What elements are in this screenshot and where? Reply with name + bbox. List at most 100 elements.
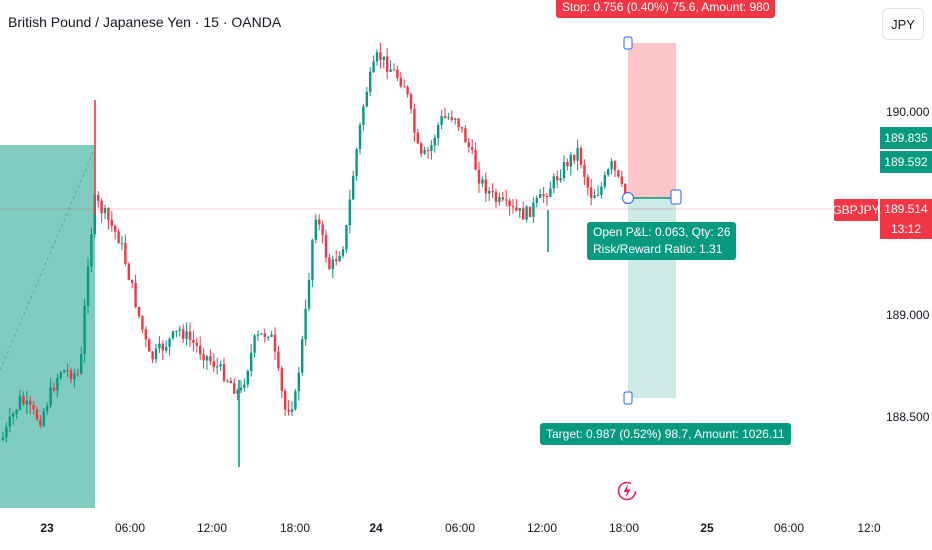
candle-body [403,86,406,88]
time-label: 25 [700,521,714,535]
candle-body [195,342,198,346]
candle-body [171,331,175,339]
time-label: 12:00 [526,521,558,535]
candle-body [49,387,52,406]
candle-body [267,336,270,338]
candle-body [25,400,28,405]
entry-handle[interactable] [622,192,634,204]
candle-body [100,200,103,214]
candle-body [280,368,283,391]
candle-body [396,69,399,79]
candle-body [338,255,341,262]
candle-body [39,419,42,426]
candle-body [379,52,382,60]
candle-body [460,126,464,129]
candle-body [151,351,154,360]
candle-body [127,263,130,280]
candle-body [297,372,300,392]
time-label: 06:00 [444,521,476,535]
candle-body [307,280,311,309]
candle-body [222,364,226,381]
pnl-line: Open P&L: 0.063, Qty: 26 [593,225,731,239]
candle-body [120,243,124,245]
candle-body [590,187,593,198]
lightning-bolt-icon[interactable] [616,478,638,504]
last-price-tag: 189.514 13:12 [880,199,932,239]
candle-body [399,78,402,87]
candle-body [392,69,396,71]
candle-body [250,352,253,372]
candle-body [175,330,178,332]
candle-body [549,188,552,197]
candle-body [134,282,137,308]
candle-body [341,249,345,256]
candle-body [545,196,549,198]
stop-handle[interactable] [623,36,633,50]
price-label-190: 190.000 [886,105,930,119]
candle-body [505,199,508,201]
candle-body [233,383,236,394]
candle-body [144,329,147,340]
candle-body [236,390,239,394]
candle-body [552,176,555,189]
candle-body [301,339,304,373]
candle-body [457,118,460,127]
candle-body [15,409,18,414]
candle-body [409,94,413,109]
candle-body [464,128,467,143]
candle-body [474,149,477,170]
candle-body [600,186,603,196]
time-label: 23 [40,521,54,535]
candle-body [613,161,617,171]
candle-body [66,370,69,372]
risk-reward-line: Risk/Reward Ratio: 1.31 [593,242,723,256]
candle-body [182,329,185,339]
candle-body [331,259,334,270]
candle-body [477,169,481,184]
candle-body [443,116,447,118]
candle-body [450,117,453,120]
bar-countdown: 13:12 [890,222,922,236]
candle-body [290,409,294,412]
candle-body [362,106,365,125]
candle-body [620,176,623,184]
candle-body [260,333,263,335]
target-label: Target: 0.987 (0.52%) 98.7, Amount: 1026… [540,423,791,445]
candle-body [522,208,525,220]
candle-body [90,234,93,267]
candle-body [335,259,338,262]
candle-body [239,387,243,391]
candle-body [539,194,542,198]
candle-body [413,108,416,133]
candle-body [348,199,351,226]
candle-body [562,161,566,179]
candle-body [42,411,45,426]
candle-body [569,154,572,167]
candle-body [491,191,494,193]
candle-body [467,142,470,148]
candle-body [263,333,266,337]
candles [1,42,627,467]
time-label: 18:00 [279,521,311,535]
candle-body [117,231,120,244]
candle-body [525,206,528,220]
width-handle[interactable] [670,189,682,205]
candle-body [148,339,151,352]
candle-body [212,361,215,368]
currency-button[interactable]: JPY [882,8,924,40]
target-handle[interactable] [623,391,633,405]
candle-body [311,239,314,281]
candle-body [5,426,8,438]
candle-body [80,354,83,374]
candle-body [508,200,511,207]
candle-body [617,170,620,177]
candle-body [165,346,168,351]
candle-body [416,132,419,144]
candle-body [420,143,423,154]
candle-body [603,175,606,187]
pnl-label: Open P&L: 0.063, Qty: 26 Risk/Reward Rat… [587,222,737,260]
candle-body [188,331,192,340]
candle-body [532,202,535,217]
candle-body [454,118,457,120]
